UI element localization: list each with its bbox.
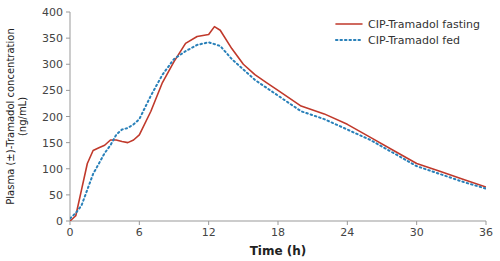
y-tick-label: 0 <box>56 215 63 228</box>
y-tick <box>66 64 70 65</box>
y-tick <box>66 38 70 39</box>
x-tick-label: 12 <box>202 226 216 239</box>
x-tick-label: 30 <box>410 226 424 239</box>
y-axis-label-line: Plasma (±)-Tramadol concentration <box>5 28 16 205</box>
x-tick-label: 36 <box>479 226 493 239</box>
legend-swatch <box>336 39 362 41</box>
y-tick <box>66 116 70 117</box>
x-axis-label: Time (h) <box>250 244 307 258</box>
y-tick <box>66 142 70 143</box>
y-tick-label: 350 <box>42 32 63 45</box>
x-tick <box>208 221 209 225</box>
x-tick-label: 6 <box>136 226 143 239</box>
y-tick-label: 200 <box>42 111 63 124</box>
y-tick <box>66 12 70 13</box>
y-tick <box>66 168 70 169</box>
x-tick <box>278 221 279 225</box>
legend-label: CIP-Tramadol fed <box>368 34 460 47</box>
series-line <box>70 27 486 221</box>
series-line <box>70 42 486 218</box>
y-tick-label: 300 <box>42 58 63 71</box>
x-tick-label: 0 <box>67 226 74 239</box>
y-axis-label-line: (ng/mL) <box>17 97 28 136</box>
x-tick <box>139 221 140 225</box>
y-axis-label: Plasma (±)-Tramadol concentration(ng/mL) <box>5 28 28 205</box>
x-tick-label: 18 <box>271 226 285 239</box>
legend-label: CIP-Tramadol fasting <box>368 18 480 31</box>
chart: 0 6 12 18 24 30 36 0 50 100 150 200 250 300 350 400 Time… <box>0 0 500 261</box>
y-tick <box>66 90 70 91</box>
y-tick-label: 250 <box>42 84 63 97</box>
x-tick <box>70 221 71 225</box>
axes: 0 6 12 18 24 30 36 0 50 100 150 200 250 300 350 400 <box>42 6 493 239</box>
y-tick <box>66 221 70 222</box>
legend: CIP-Tramadol fasting CIP-Tramadol fed <box>336 18 480 47</box>
y-tick <box>66 194 70 195</box>
legend-swatch <box>336 23 362 25</box>
y-tick-label: 100 <box>42 163 63 176</box>
x-tick <box>486 221 487 225</box>
x-tick <box>347 221 348 225</box>
y-tick-label: 50 <box>49 189 63 202</box>
x-tick-label: 24 <box>340 226 354 239</box>
y-tick-label: 400 <box>42 6 63 19</box>
plot-area <box>70 27 486 221</box>
x-tick <box>416 221 417 225</box>
y-tick-label: 150 <box>42 137 63 150</box>
